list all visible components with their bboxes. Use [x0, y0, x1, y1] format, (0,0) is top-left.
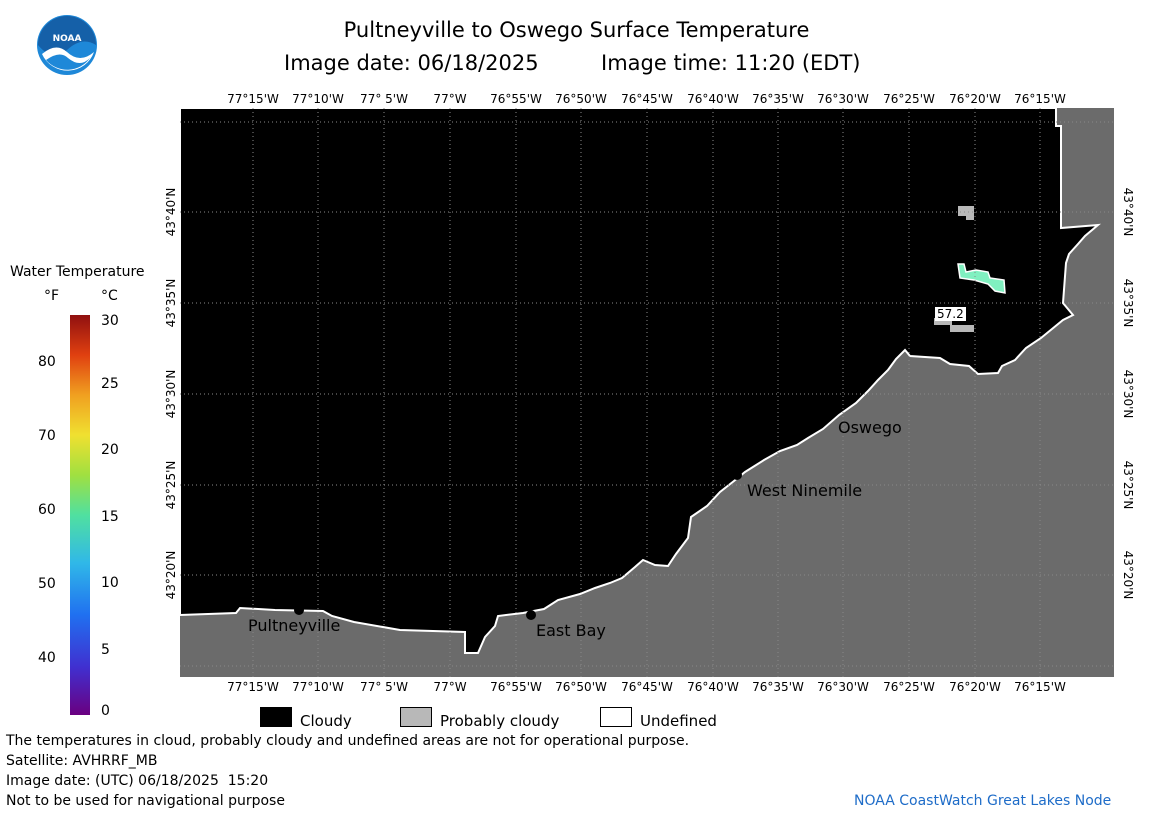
satellite-text: Satellite: AVHRRF_MB — [6, 753, 158, 769]
colorbar-c-tick: 20 — [101, 442, 119, 458]
place-label: East Bay — [536, 621, 606, 640]
map-svg — [179, 107, 1114, 677]
colorbar-title: Water Temperature — [10, 264, 145, 280]
lon-label: 76°50'W — [555, 680, 607, 694]
credit-link[interactable]: NOAA CoastWatch Great Lakes Node — [854, 793, 1112, 809]
legend-swatch-cloudy — [260, 707, 292, 727]
lat-label: 43°30'N — [1121, 369, 1135, 419]
lon-label: 76°45'W — [621, 680, 673, 694]
lon-label: 76°35'W — [752, 92, 804, 106]
colorbar-c-tick: 5 — [101, 642, 110, 658]
lon-label: 77° 5'W — [360, 92, 408, 106]
lon-label: 76°15'W — [1014, 680, 1066, 694]
lat-label: 43°30'N — [164, 369, 178, 419]
colorbar-f-tick: 70 — [38, 428, 56, 444]
colorbar-f-tick: 60 — [38, 502, 56, 518]
lon-label: 76°45'W — [621, 92, 673, 106]
lon-label: 76°25'W — [883, 92, 935, 106]
lon-label: 77°15'W — [227, 92, 279, 106]
legend-swatch-undefined — [600, 707, 632, 727]
lat-label: 43°25'N — [1121, 460, 1135, 510]
legend-label: Cloudy — [300, 712, 352, 730]
disclaimer-text: The temperatures in cloud, probably clou… — [6, 733, 690, 749]
lon-label: 76°15'W — [1014, 92, 1066, 106]
place-label: West Ninemile — [747, 481, 863, 500]
lat-label: 43°25'N — [164, 460, 178, 510]
colorbar-c-tick: 25 — [101, 376, 119, 392]
lat-label: 43°20'N — [164, 550, 178, 600]
lon-label: 76°55'W — [490, 680, 542, 694]
probably-cloudy-patch — [950, 325, 974, 332]
lon-label: 76°30'W — [817, 680, 869, 694]
place-label: Pultneyville — [248, 616, 341, 635]
colorbar-f-tick: 50 — [38, 576, 56, 592]
nav-warning-text: Not to be used for navigational purpose — [6, 793, 285, 809]
lat-label: 43°20'N — [1121, 550, 1135, 600]
colorbar-unit-f: °F — [44, 288, 60, 304]
lon-label: 76°25'W — [883, 680, 935, 694]
lat-label: 43°40'N — [1121, 187, 1135, 237]
lon-label: 77°W — [433, 680, 467, 694]
east-bay-marker — [526, 610, 536, 620]
lon-label: 76°40'W — [687, 92, 739, 106]
lon-label: 77°15'W — [227, 680, 279, 694]
colorbar-gradient — [70, 315, 90, 715]
lat-label: 43°35'N — [164, 278, 178, 328]
pultneyville-marker — [294, 605, 304, 615]
colorbar-c-tick: 10 — [101, 575, 119, 591]
legend-swatch-probably-cloudy — [400, 707, 432, 727]
west-ninemile-marker — [732, 470, 742, 480]
lon-label: 76°20'W — [949, 680, 1001, 694]
lon-label: 76°50'W — [555, 92, 607, 106]
lon-label: 76°35'W — [752, 680, 804, 694]
map-title: Pultneyville to Oswego Surface Temperatu… — [343, 18, 810, 42]
lon-label: 76°20'W — [949, 92, 1001, 106]
colorbar-c-tick: 0 — [101, 703, 110, 719]
image-date: Image date: 06/18/2025 — [284, 51, 539, 75]
lon-label: 76°40'W — [687, 680, 739, 694]
graticule — [180, 108, 1114, 677]
lat-label: 43°40'N — [164, 187, 178, 237]
lon-label: 76°30'W — [817, 92, 869, 106]
temperature-readout: 57.2 — [935, 307, 966, 321]
probably-cloudy-patch — [958, 206, 974, 216]
legend-label: Probably cloudy — [440, 712, 560, 730]
colorbar-f-tick: 40 — [38, 650, 56, 666]
colorbar-unit-c: °C — [101, 288, 118, 304]
colorbar-c-tick: 15 — [101, 509, 119, 525]
noaa-logo-text: NOAA — [52, 34, 82, 44]
legend-label: Undefined — [640, 712, 717, 730]
colorbar-f-tick: 80 — [38, 354, 56, 370]
lon-label: 76°55'W — [490, 92, 542, 106]
map-panel[interactable]: Pultneyville East Bay West Ninemile Oswe… — [179, 107, 1114, 677]
lon-label: 77°10'W — [292, 92, 344, 106]
lon-label: 77°10'W — [292, 680, 344, 694]
water-temp-patch — [957, 263, 1006, 294]
cloud-area — [179, 107, 1102, 654]
utc-date-text: Image date: (UTC) 06/18/2025 15:20 — [6, 773, 269, 789]
lon-label: 77°W — [433, 92, 467, 106]
noaa-logo: NOAA — [36, 14, 98, 76]
colorbar-c-tick: 30 — [101, 313, 119, 329]
probably-cloudy-patch — [934, 318, 952, 325]
place-label: Oswego — [838, 418, 902, 437]
lat-label: 43°35'N — [1121, 278, 1135, 328]
probably-cloudy-patch — [966, 212, 974, 220]
lon-label: 77° 5'W — [360, 680, 408, 694]
image-time: Image time: 11:20 (EDT) — [601, 51, 861, 75]
